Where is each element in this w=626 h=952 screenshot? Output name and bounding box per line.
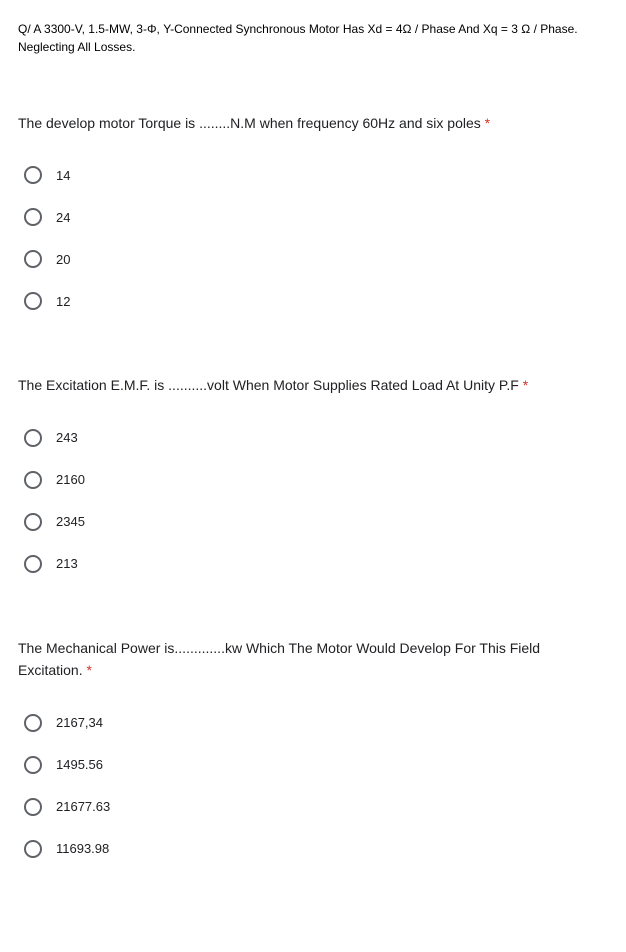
option-row[interactable]: 2160 — [18, 463, 608, 497]
option-label: 1495.56 — [56, 757, 103, 772]
option-row[interactable]: 1495.56 — [18, 748, 608, 782]
option-label: 213 — [56, 556, 78, 571]
option-label: 20 — [56, 252, 70, 267]
option-row[interactable]: 2345 — [18, 505, 608, 539]
radio-icon — [24, 471, 42, 489]
radio-icon — [24, 513, 42, 531]
question-3-prompt: The Mechanical Power is.............kw W… — [18, 640, 540, 678]
required-marker: * — [481, 115, 490, 131]
option-row[interactable]: 20 — [18, 242, 608, 276]
option-row[interactable]: 12 — [18, 284, 608, 318]
option-row[interactable]: 11693.98 — [18, 832, 608, 866]
radio-icon — [24, 208, 42, 226]
question-text-2: The Excitation E.M.F. is ..........volt … — [18, 374, 608, 396]
question-1-prompt: The develop motor Torque is ........N.M … — [18, 115, 481, 131]
option-label: 2160 — [56, 472, 85, 487]
option-row[interactable]: 14 — [18, 158, 608, 192]
option-label: 12 — [56, 294, 70, 309]
radio-icon — [24, 798, 42, 816]
option-row[interactable]: 24 — [18, 200, 608, 234]
question-text-1: The develop motor Torque is ........N.M … — [18, 112, 608, 134]
question-block-2: The Excitation E.M.F. is ..........volt … — [18, 374, 608, 580]
header-line-1: Q/ A 3300-V, 1.5-MW, 3-Φ, Y-Connected Sy… — [18, 20, 608, 38]
question-header: Q/ A 3300-V, 1.5-MW, 3-Φ, Y-Connected Sy… — [18, 20, 608, 56]
question-text-3: The Mechanical Power is.............kw W… — [18, 637, 608, 682]
options-group-1: 14 24 20 12 — [18, 158, 608, 318]
option-row[interactable]: 213 — [18, 547, 608, 581]
option-label: 11693.98 — [56, 841, 109, 856]
radio-icon — [24, 292, 42, 310]
question-block-3: The Mechanical Power is.............kw W… — [18, 637, 608, 866]
required-marker: * — [519, 377, 528, 393]
radio-icon — [24, 555, 42, 573]
radio-icon — [24, 250, 42, 268]
header-line-2: Neglecting All Losses. — [18, 38, 608, 56]
option-row[interactable]: 243 — [18, 421, 608, 455]
option-label: 24 — [56, 210, 70, 225]
radio-icon — [24, 714, 42, 732]
option-label: 2345 — [56, 514, 85, 529]
option-row[interactable]: 2167,34 — [18, 706, 608, 740]
options-group-2: 243 2160 2345 213 — [18, 421, 608, 581]
required-marker: * — [83, 662, 92, 678]
option-label: 2167,34 — [56, 715, 103, 730]
radio-icon — [24, 429, 42, 447]
radio-icon — [24, 756, 42, 774]
radio-icon — [24, 166, 42, 184]
radio-icon — [24, 840, 42, 858]
question-block-1: The develop motor Torque is ........N.M … — [18, 112, 608, 318]
option-row[interactable]: 21677.63 — [18, 790, 608, 824]
option-label: 14 — [56, 168, 70, 183]
page-container: Q/ A 3300-V, 1.5-MW, 3-Φ, Y-Connected Sy… — [0, 0, 626, 952]
options-group-3: 2167,34 1495.56 21677.63 11693.98 — [18, 706, 608, 866]
question-2-prompt: The Excitation E.M.F. is ..........volt … — [18, 377, 519, 393]
option-label: 21677.63 — [56, 799, 110, 814]
option-label: 243 — [56, 430, 78, 445]
